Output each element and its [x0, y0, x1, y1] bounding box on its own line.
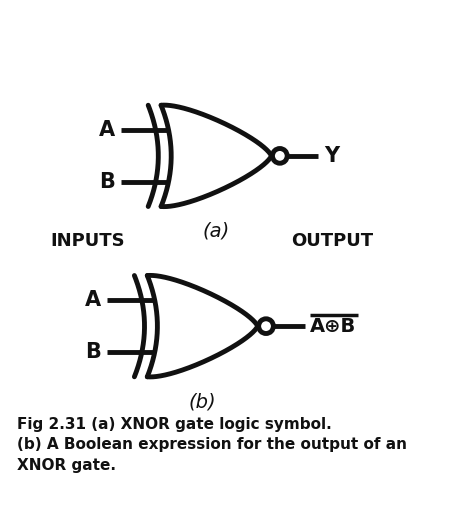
- Text: (a): (a): [203, 222, 230, 241]
- Circle shape: [259, 319, 273, 333]
- Text: XNOR gate.: XNOR gate.: [17, 458, 116, 473]
- Text: Fig 2.31 (a) XNOR gate logic symbol.: Fig 2.31 (a) XNOR gate logic symbol.: [17, 417, 331, 432]
- Text: B: B: [99, 172, 115, 192]
- Text: B: B: [85, 342, 101, 362]
- Text: Y: Y: [324, 146, 339, 166]
- Text: A: A: [99, 119, 115, 140]
- Text: OUTPUT: OUTPUT: [291, 232, 373, 250]
- Text: (b) A Boolean expression for the output of an: (b) A Boolean expression for the output …: [17, 437, 407, 452]
- Text: INPUTS: INPUTS: [51, 232, 125, 250]
- Circle shape: [273, 148, 287, 163]
- Text: A: A: [85, 290, 101, 310]
- Text: A⊕B: A⊕B: [310, 316, 356, 336]
- Text: (b): (b): [189, 392, 216, 411]
